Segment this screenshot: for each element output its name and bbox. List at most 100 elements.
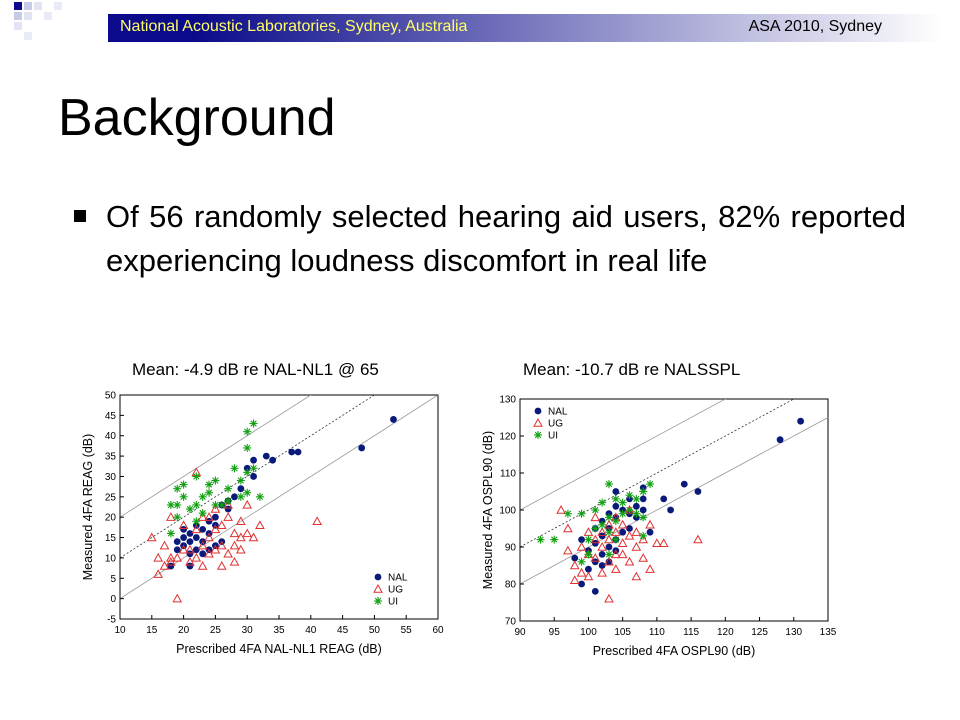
data-point-ui [179,480,188,489]
data-point-ug [229,556,240,566]
data-point-ug [242,528,253,538]
data-point-nal [167,562,175,570]
header-institution: National Acoustic Laboratories, Sydney, … [120,18,468,35]
data-point-nal [294,448,302,456]
data-point-ui [236,476,245,485]
data-point-ui [611,494,620,503]
data-point-nal [639,506,647,514]
data-point-ug [652,538,662,547]
data-point-ui [192,517,201,526]
data-point-nal [186,562,194,570]
data-point-ui [598,498,607,507]
data-point-ug [172,593,183,603]
data-point-ug [604,534,614,544]
data-point-ui [604,513,613,522]
y-tick-label: -5 [107,615,116,626]
data-point-ug [638,553,649,562]
data-point-ug [693,534,703,544]
x-tick-label: 55 [401,625,413,636]
data-point-ui [224,484,233,493]
data-point-ug [576,541,587,551]
x-tick-label: 30 [242,625,254,636]
x-tick-label: 95 [549,627,561,638]
data-point-ui [584,550,593,559]
data-point-ug [638,534,649,544]
data-point-ug [216,520,227,530]
data-point-ug [191,524,202,534]
data-point-ui [198,509,207,518]
data-point-ug [624,530,635,540]
x-tick-label: 120 [717,627,734,638]
data-point-ug [255,520,265,530]
x-tick-label: 20 [178,625,190,636]
data-point-ug [597,527,607,536]
data-point-ug [610,549,621,559]
legend-label: NAL [388,573,408,584]
reference-line [520,417,828,585]
data-point-ug [556,504,566,514]
data-point-ug [146,532,157,542]
legend-marker-ug [533,417,543,427]
data-point-ug [191,552,202,562]
data-point-ui [639,531,648,540]
y-tick-label: 130 [499,395,516,406]
y-tick-label: 35 [105,452,117,463]
data-point-ug [569,575,580,584]
data-point-ui [205,480,214,489]
y-tick-label: 100 [499,506,516,517]
data-point-nal [173,538,181,546]
data-point-ui [639,513,648,522]
data-point-ug [159,540,170,550]
data-point-ui [604,550,613,559]
data-point-ui [536,535,545,544]
x-tick-label: 110 [649,627,665,638]
data-point-ug [610,527,621,536]
data-point-nal [797,417,805,425]
header-bar [108,14,942,42]
data-point-ug [185,544,195,554]
data-point-ui [166,529,175,538]
reference-line [520,399,727,511]
data-point-ui [205,488,214,497]
data-point-ug [604,556,614,566]
data-point-nal [199,526,207,533]
data-point-ug [197,561,208,570]
x-tick-label: 35 [273,625,285,636]
data-point-nal [250,473,257,480]
data-point-nal [646,528,654,536]
data-point-ug [178,544,189,554]
x-tick-label: 105 [614,627,631,638]
data-point-ui [173,513,182,522]
data-point-nal [199,550,207,558]
y-axis-label: Measured 4FA OSPL90 (dB) [481,431,495,589]
y-tick-label: 110 [500,469,516,480]
data-point-nal [612,502,620,510]
data-point-ui [243,427,252,436]
data-point-ui [249,419,258,428]
x-tick-label: 15 [146,625,158,636]
y-tick-label: 0 [110,594,116,605]
y-tick-label: 80 [505,580,517,591]
data-point-ug [631,541,642,551]
data-point-ui [625,506,634,514]
data-point-nal [173,546,181,554]
legend-label: UG [388,585,403,596]
data-point-ui [198,492,207,501]
data-point-nal [250,456,257,464]
y-tick-label: 45 [105,411,117,422]
data-point-ug [590,512,601,522]
data-point-ui [584,535,593,544]
data-point-ug [166,552,176,562]
data-point-ui [236,492,245,501]
data-point-nal [224,505,232,513]
reference-line [120,395,376,559]
data-point-ui [604,528,613,537]
data-point-ug [590,534,601,544]
data-point-ug [248,532,259,542]
data-point-ui [243,468,252,477]
y-tick-label: 40 [105,431,117,442]
chart-left-heading: Mean: -4.9 dB re NAL-NL1 @ 65 [132,360,379,379]
data-point-ug [153,552,164,562]
x-tick-label: 40 [305,625,317,636]
